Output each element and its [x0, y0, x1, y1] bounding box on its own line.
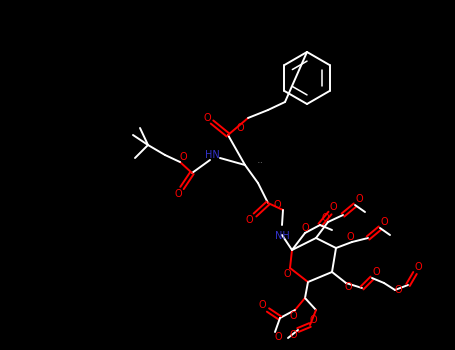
Text: O: O — [174, 189, 182, 199]
Text: O: O — [414, 262, 422, 272]
Text: O: O — [245, 215, 253, 225]
Text: HN: HN — [205, 150, 219, 160]
Text: O: O — [346, 232, 354, 242]
Text: O: O — [258, 300, 266, 310]
Text: O: O — [394, 285, 402, 295]
Text: O: O — [274, 332, 282, 342]
Text: O: O — [289, 330, 297, 340]
Text: O: O — [380, 217, 388, 227]
Text: O: O — [309, 315, 317, 325]
Text: O: O — [355, 194, 363, 204]
Text: O: O — [236, 123, 244, 133]
Text: O: O — [179, 152, 187, 162]
Text: O: O — [203, 113, 211, 123]
Text: O: O — [283, 269, 291, 279]
Text: O: O — [344, 282, 352, 292]
Text: ..: .. — [256, 155, 263, 165]
Text: O: O — [329, 202, 337, 212]
Text: NH: NH — [275, 231, 289, 241]
Text: O: O — [273, 200, 281, 210]
Text: O: O — [289, 311, 297, 321]
Text: O: O — [321, 213, 329, 223]
Text: O: O — [301, 223, 309, 233]
Text: O: O — [372, 267, 380, 277]
